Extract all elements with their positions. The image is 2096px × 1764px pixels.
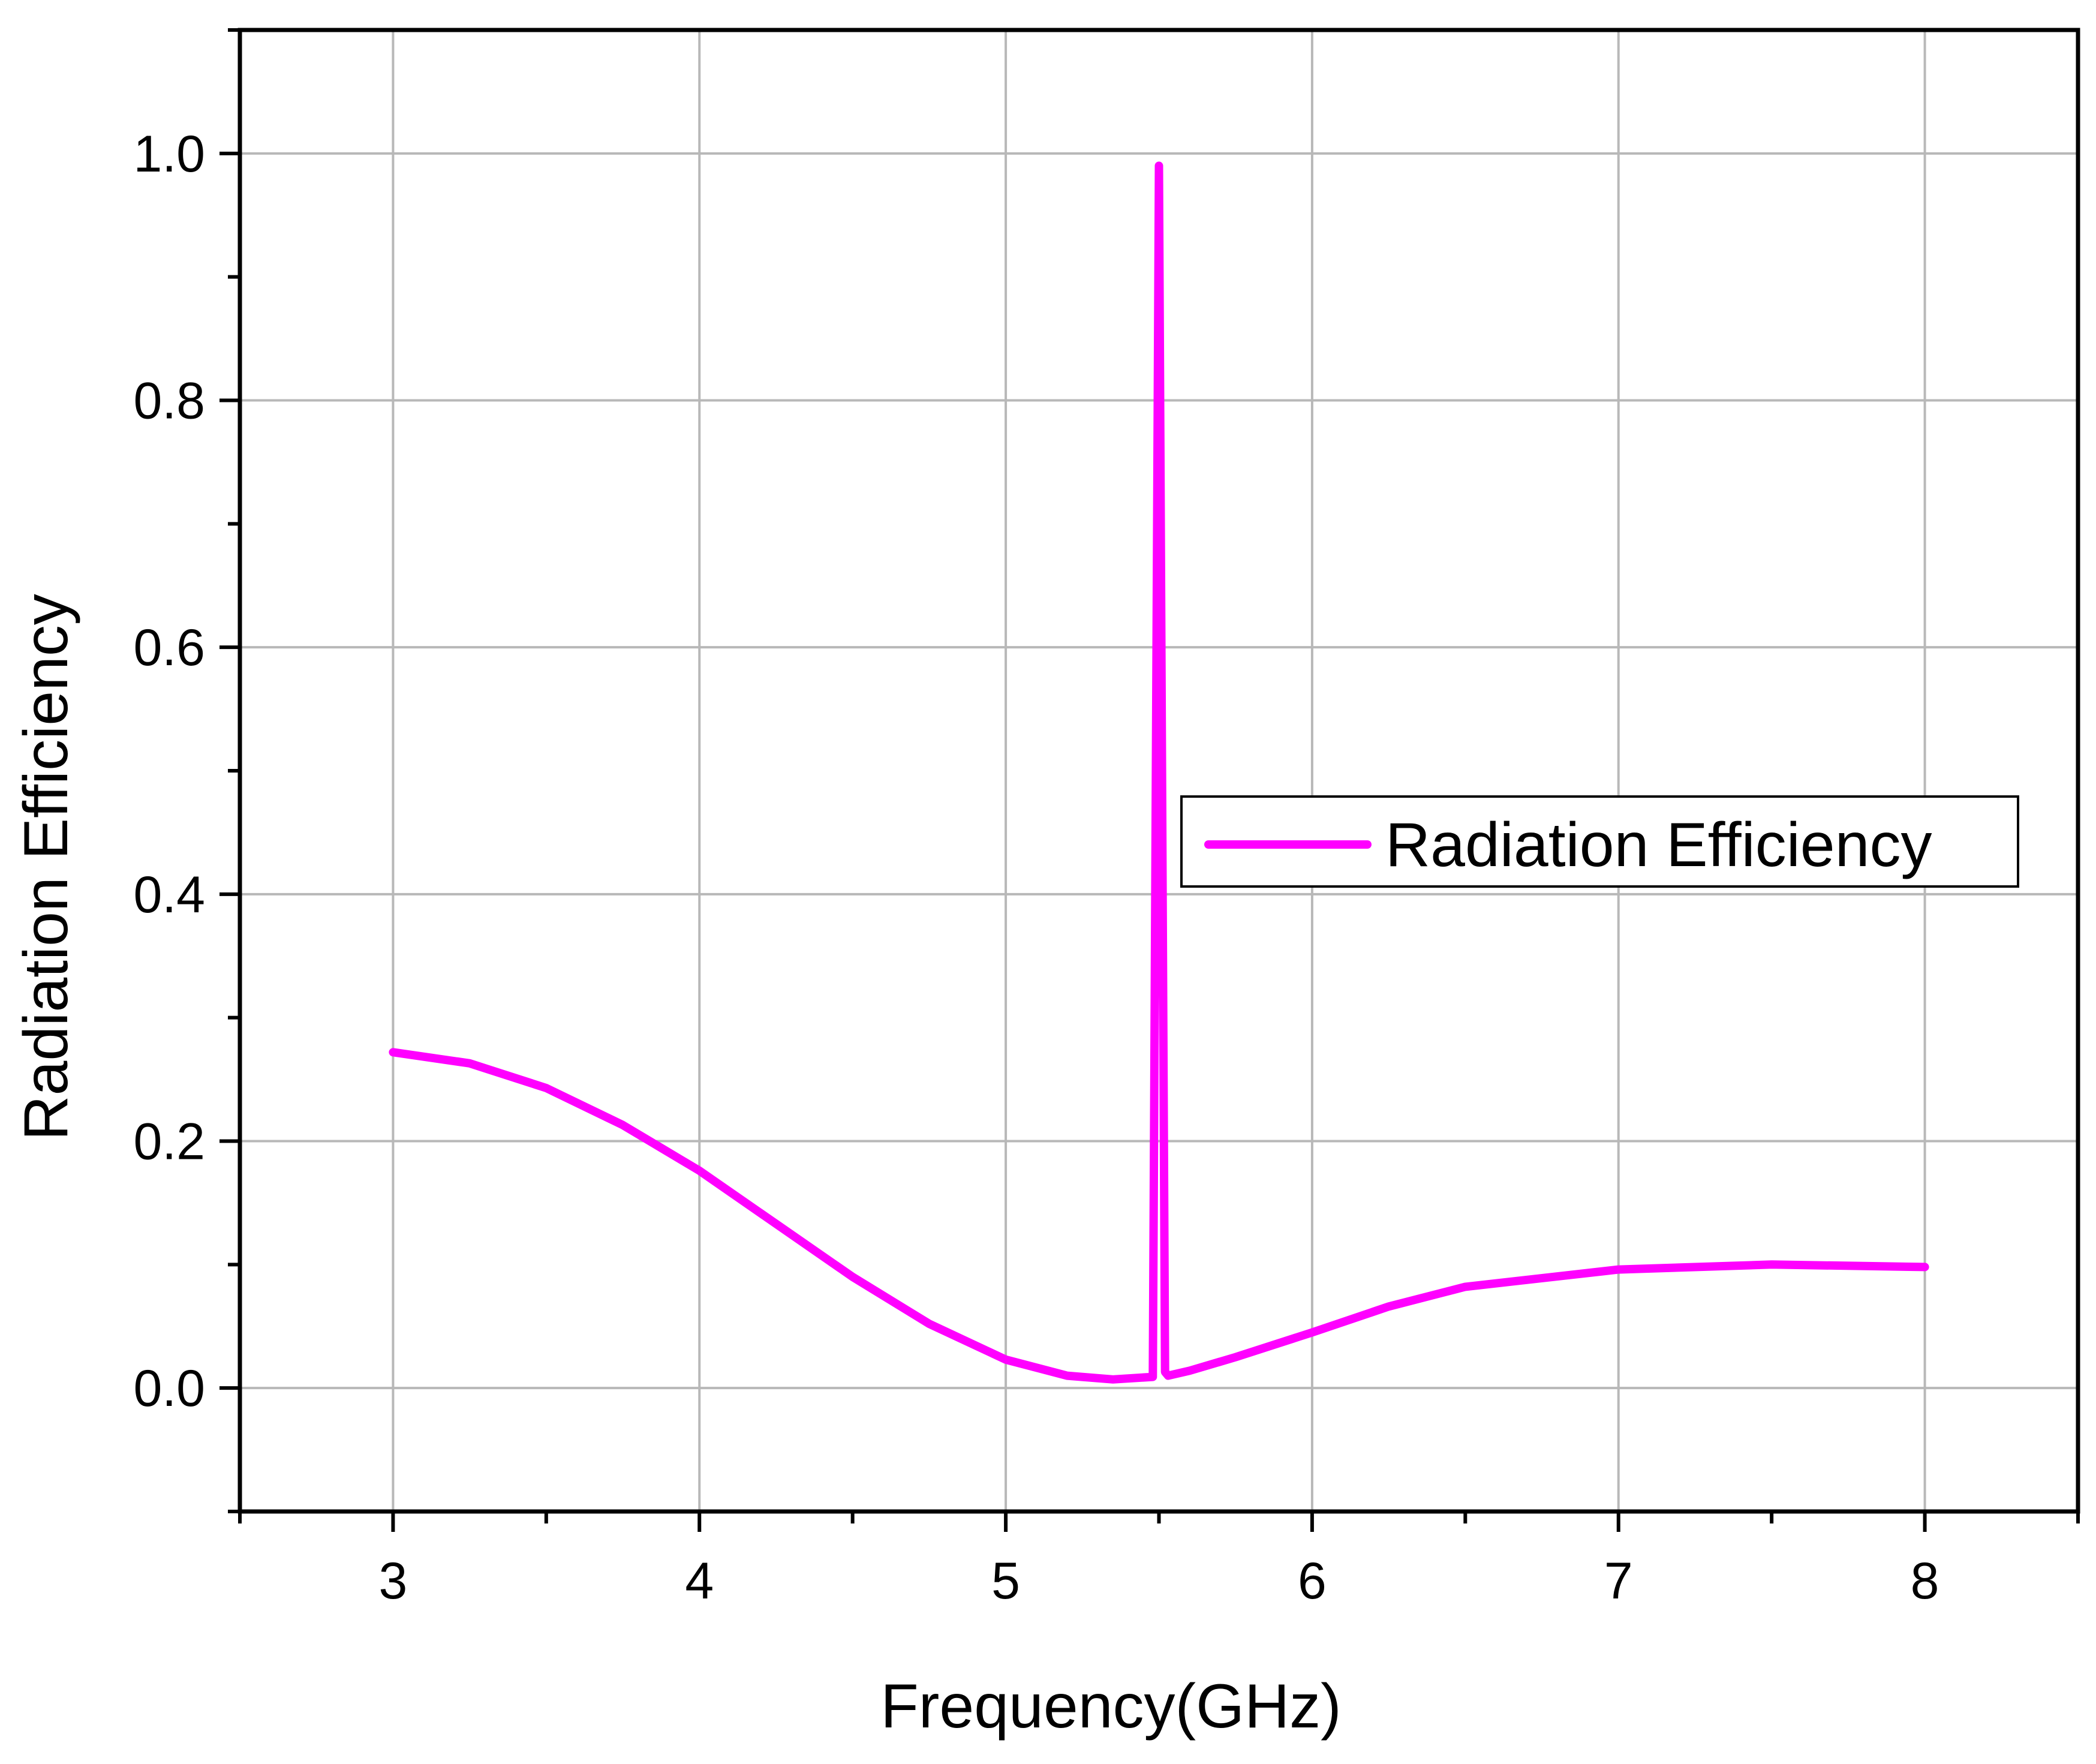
series-line-radiation-efficiency xyxy=(389,161,1929,1384)
y-tick-label-0.0: 0.0 xyxy=(133,1360,205,1417)
legend-label-radiation-efficiency: Radiation Efficiency xyxy=(1385,810,1932,880)
y-tick-label-0.6: 0.6 xyxy=(133,619,205,677)
series-layer xyxy=(389,161,1929,1384)
x-tick-label-3: 3 xyxy=(378,1552,407,1610)
ticks xyxy=(219,28,2080,1532)
x-tick-label-4: 4 xyxy=(685,1552,714,1610)
x-tick-label-6: 6 xyxy=(1298,1552,1327,1610)
x-tick-label-7: 7 xyxy=(1604,1552,1633,1610)
y-tick-label-0.2: 0.2 xyxy=(133,1113,205,1171)
y-axis-title: Radiation Efficiency xyxy=(11,594,81,1140)
x-tick-label-8: 8 xyxy=(1911,1552,1939,1610)
y-tick-label-0.4: 0.4 xyxy=(133,866,205,924)
x-tick-label-5: 5 xyxy=(991,1552,1020,1610)
x-axis-title: Frequency(GHz) xyxy=(880,1672,1342,1741)
y-tick-label-1.0: 1.0 xyxy=(133,125,205,183)
y-tick-label-0.8: 0.8 xyxy=(133,372,205,430)
legend: Radiation Efficiency xyxy=(1180,795,2019,888)
tick-labels: 3 4 5 6 7 8 0.0 0.2 0.4 0.6 0.8 1.0 xyxy=(133,125,1939,1610)
